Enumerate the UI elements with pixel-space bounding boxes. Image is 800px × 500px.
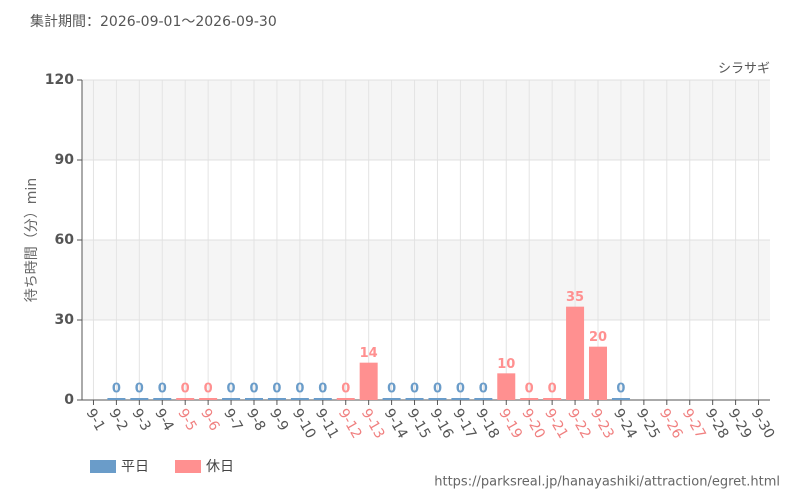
value-label: 0	[616, 382, 625, 397]
bar	[153, 398, 172, 400]
value-label: 0	[158, 382, 167, 397]
bar	[566, 306, 585, 400]
x-tick-label: 9-8	[243, 406, 268, 434]
bar	[451, 398, 470, 400]
value-label: 0	[272, 382, 281, 397]
bar	[497, 373, 516, 400]
y-tick-label: 60	[55, 232, 75, 248]
x-tick-label: 9-12	[335, 406, 365, 442]
bar	[176, 398, 195, 400]
x-tick-label: 9-29	[725, 406, 755, 442]
x-tick-label: 9-19	[495, 406, 525, 442]
value-label: 10	[497, 357, 515, 372]
x-tick-label: 9-4	[151, 406, 176, 434]
value-label: 0	[341, 382, 350, 397]
value-label: 0	[548, 382, 557, 397]
x-tick-label: 9-18	[472, 406, 502, 442]
value-label: 0	[318, 382, 327, 397]
x-tick-label: 9-13	[358, 406, 388, 442]
bar	[359, 362, 378, 400]
bar	[543, 398, 562, 400]
y-tick-label: 120	[45, 72, 74, 88]
bar	[405, 398, 424, 400]
x-tick-label: 9-16	[427, 406, 457, 442]
x-tick-label: 9-7	[220, 406, 245, 434]
x-tick-label: 9-27	[679, 406, 709, 442]
value-label: 0	[433, 382, 442, 397]
value-label: 35	[566, 290, 584, 305]
value-label: 0	[410, 382, 419, 397]
bar	[428, 398, 447, 400]
bar	[107, 398, 126, 400]
bar	[336, 398, 355, 400]
x-tick-label: 9-14	[381, 406, 411, 442]
y-tick-label: 0	[64, 392, 74, 408]
bar	[382, 398, 401, 400]
x-tick-label: 9-25	[633, 406, 663, 442]
legend-swatch	[90, 460, 116, 473]
x-tick-label: 9-5	[174, 406, 199, 434]
bar	[290, 398, 309, 400]
bar	[313, 398, 332, 400]
x-tick-label: 9-11	[312, 406, 342, 442]
bar	[222, 398, 241, 400]
x-tick-label: 9-22	[564, 406, 594, 442]
y-tick-label: 90	[55, 152, 75, 168]
x-tick-label: 9-6	[197, 406, 222, 434]
value-label: 0	[249, 382, 258, 397]
x-tick-label: 9-20	[518, 406, 548, 442]
bar	[589, 346, 607, 400]
legend-label: 休日	[206, 459, 234, 475]
value-label: 14	[360, 346, 378, 361]
x-tick-label: 9-15	[404, 406, 434, 442]
x-tick-label: 9-28	[702, 406, 732, 442]
y-axis-label: 待ち時間（分）min	[24, 178, 40, 302]
x-tick-label: 9-1	[83, 406, 108, 434]
x-tick-label: 9-23	[587, 406, 617, 442]
bar	[611, 398, 630, 400]
bar	[130, 398, 149, 400]
value-label: 20	[589, 330, 607, 345]
x-tick-label: 9-21	[541, 406, 571, 442]
grid-band	[82, 240, 770, 320]
x-tick-label: 9-30	[748, 406, 778, 442]
value-label: 0	[204, 382, 213, 397]
value-label: 0	[135, 382, 144, 397]
x-tick-label: 9-26	[656, 406, 686, 442]
bar	[245, 398, 263, 400]
chart-subtitle: シラサギ	[718, 62, 770, 77]
bar	[267, 398, 286, 400]
x-tick-label: 9-24	[610, 406, 640, 442]
x-tick-label: 9-2	[105, 406, 130, 434]
x-tick-label: 9-17	[449, 406, 479, 442]
x-tick-label: 9-3	[128, 406, 153, 434]
value-label: 0	[112, 382, 121, 397]
value-label: 0	[295, 382, 304, 397]
legend-swatch	[175, 460, 201, 473]
source-url: https://parksreal.jp/hanayashiki/attract…	[434, 475, 780, 490]
value-label: 0	[387, 382, 396, 397]
grid-band	[82, 80, 770, 160]
legend-label: 平日	[121, 459, 149, 475]
bar	[474, 398, 493, 400]
x-tick-label: 9-10	[289, 406, 319, 442]
value-label: 0	[227, 382, 236, 397]
value-label: 0	[181, 382, 190, 397]
value-label: 0	[525, 382, 534, 397]
y-tick-label: 30	[55, 312, 75, 328]
bar	[520, 398, 539, 400]
value-label: 0	[456, 382, 465, 397]
chart-header: 集計期間：2026-09-01〜2026-09-30	[30, 13, 277, 30]
x-tick-label: 9-9	[266, 406, 291, 434]
bar	[199, 398, 218, 400]
value-label: 0	[479, 382, 488, 397]
